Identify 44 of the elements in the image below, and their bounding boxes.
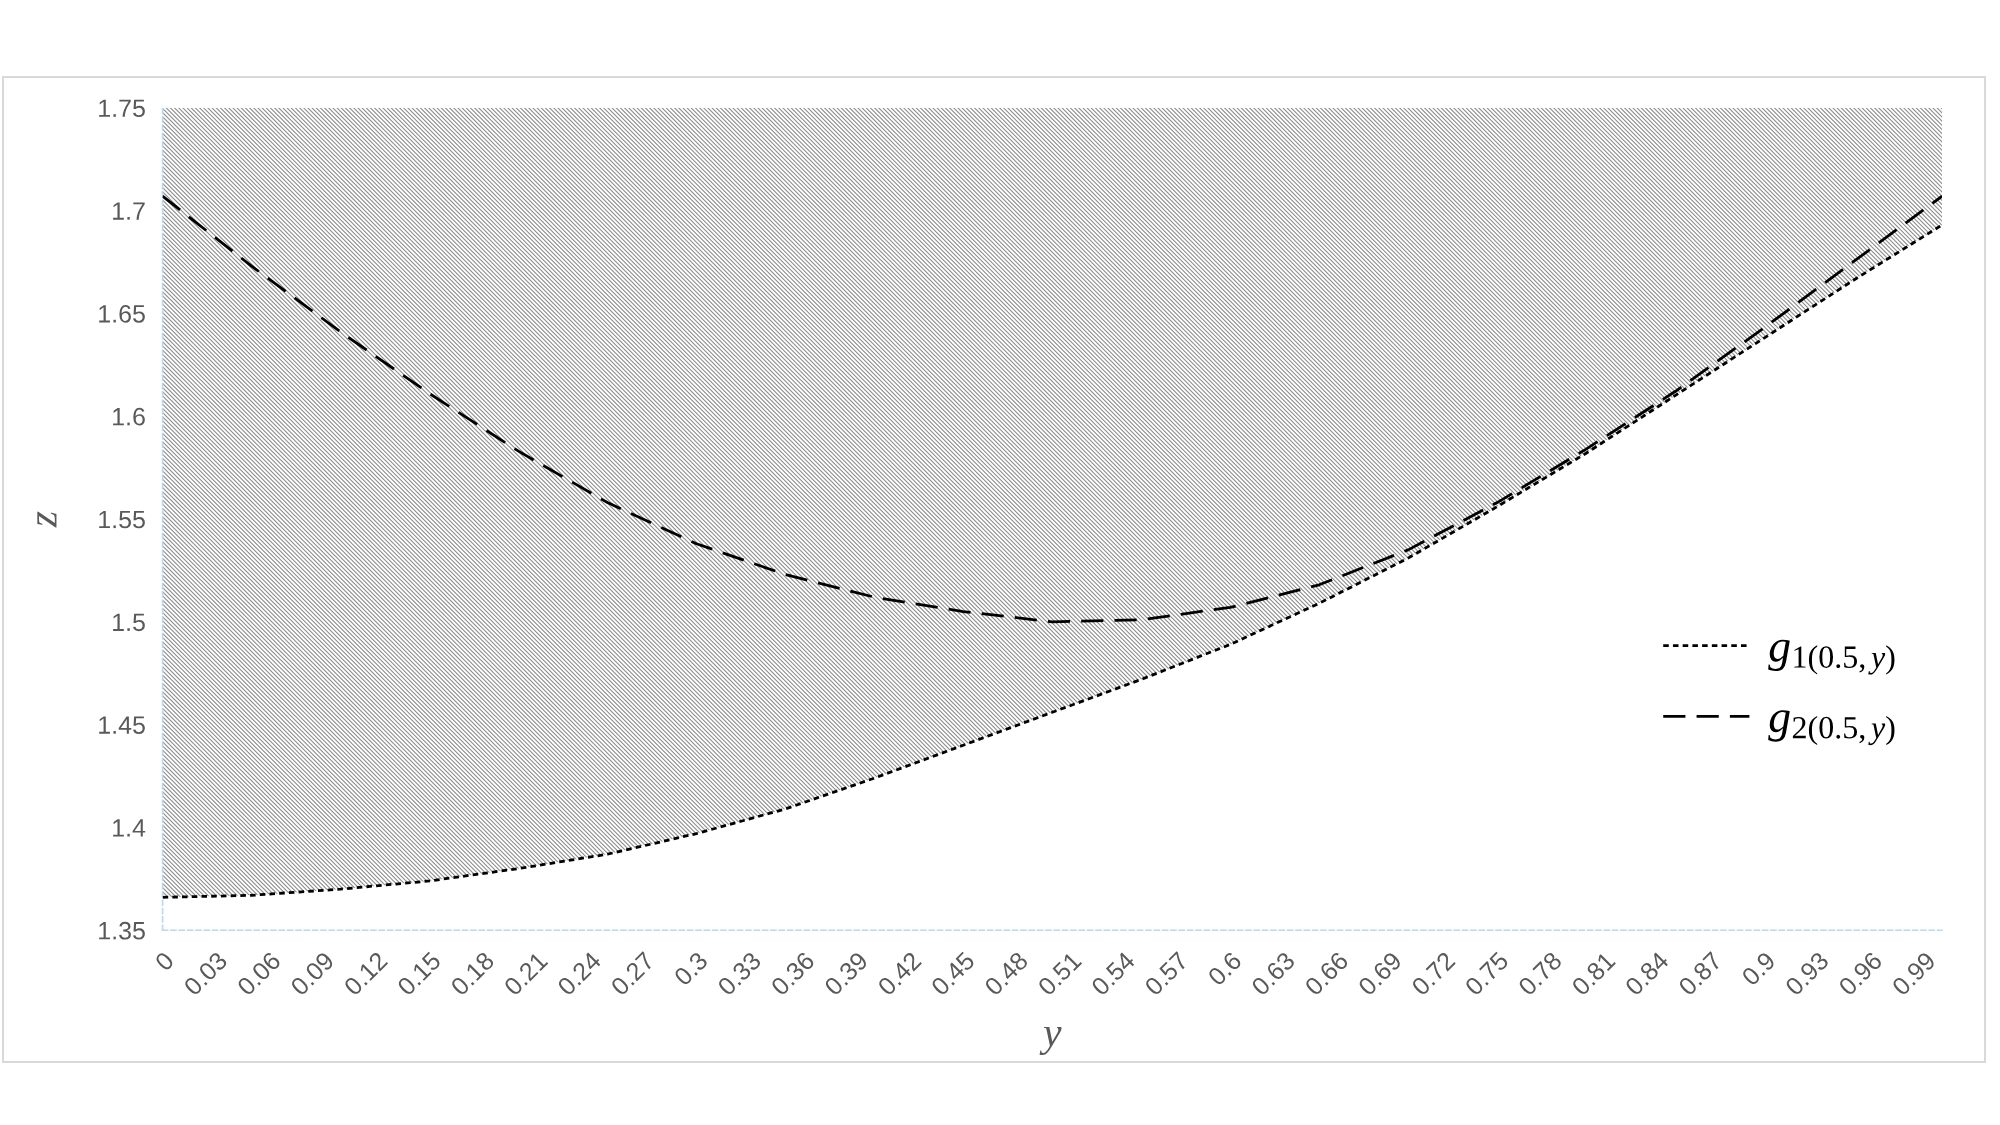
x-tick-label: 0.39 [823,951,869,997]
x-tick-label: 0.6 [1206,950,1243,987]
x-tick-label: 0.03 [182,950,229,997]
legend-label: g$_{2(0.5,y)}$ [1768,710,1895,746]
y-tick-label: 1.45 [99,716,145,734]
x-tick-label: 0.93 [1784,950,1830,997]
x-tick-label: 0.69 [1357,951,1403,997]
x-tick-label: 0.18 [449,950,496,997]
x-tick-label: 0.78 [1517,950,1563,997]
x-tick-label: 0.21 [503,951,549,997]
x-tick-label: 0.96 [1837,950,1884,997]
x-tick-label: 0.99 [1890,951,1937,997]
x-tick-label: 0.84 [1624,950,1670,997]
y-tick-label: 1.55 [99,510,145,529]
x-tick-label: 0.42 [876,951,923,997]
legend-label: g$_{1(0.5,y)}$ [1768,639,1895,675]
y-tick-label: 1.5 [113,613,145,632]
x-tick-label: 0.63 [1250,950,1296,997]
y-axis-title: z [37,511,57,528]
x-tick-label: 0.66 [1303,950,1350,997]
x-tick-label: 0.33 [716,950,763,997]
y-tick-label: 1.65 [99,305,145,323]
x-tick-label: 0.06 [236,950,282,997]
x-tick-label: 0.15 [396,950,442,997]
x-tick-label: 0.12 [342,951,389,997]
x-tick-label: 0.24 [556,950,603,997]
y-tick-label: 1.4 [113,819,146,837]
x-tick-label: 0.36 [769,950,816,997]
x-tick-label: 0.3 [673,950,709,987]
y-tick-label: 1.75 [99,99,145,118]
x-tick-label: 0 [153,950,175,972]
x-tick-label: 0.72 [1410,951,1456,997]
x-tick-label: 0.9 [1740,951,1777,987]
x-tick-label: 0.51 [1036,951,1083,997]
y-tick-label: 1.35 [99,921,145,940]
x-tick-label: 0.54 [1090,950,1136,997]
y-tick-label: 1.7 [113,202,145,220]
y-tick-label: 1.6 [113,407,145,426]
x-tick-label: 0.09 [289,951,335,997]
x-tick-label: 0.81 [1570,951,1617,997]
x-tick-label: 0.75 [1463,950,1510,997]
x-tick-label: 0.45 [930,950,976,997]
x-tick-label: 0.48 [983,950,1029,997]
x-axis-title: y [1039,1026,1062,1056]
